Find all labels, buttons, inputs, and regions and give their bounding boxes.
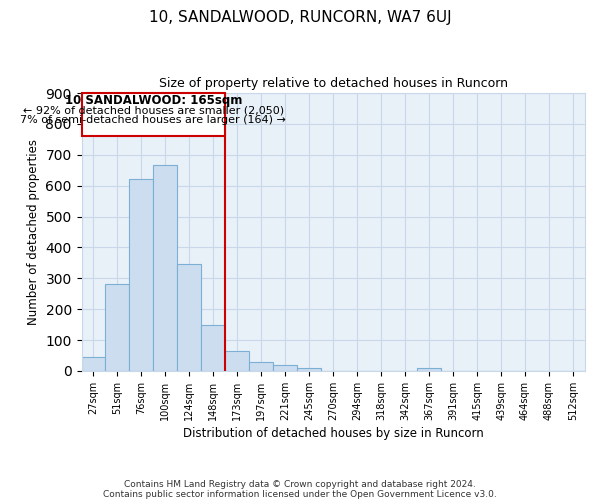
Title: Size of property relative to detached houses in Runcorn: Size of property relative to detached ho… [159,78,508,90]
Text: 10, SANDALWOOD, RUNCORN, WA7 6UJ: 10, SANDALWOOD, RUNCORN, WA7 6UJ [149,10,451,25]
Bar [274,366,297,371]
Bar [226,351,250,371]
Bar [130,179,154,371]
Bar [106,284,130,371]
Text: ← 92% of detached houses are smaller (2,050): ← 92% of detached houses are smaller (2,… [23,106,284,116]
Bar [250,362,274,371]
Text: Contains public sector information licensed under the Open Government Licence v3: Contains public sector information licen… [103,490,497,499]
Text: Contains HM Land Registry data © Crown copyright and database right 2024.: Contains HM Land Registry data © Crown c… [124,480,476,489]
X-axis label: Distribution of detached houses by size in Runcorn: Distribution of detached houses by size … [183,427,484,440]
Bar [178,264,202,371]
Text: 10 SANDALWOOD: 165sqm: 10 SANDALWOOD: 165sqm [65,94,242,107]
Bar [82,358,106,371]
Bar [154,164,178,371]
Bar [417,368,441,371]
Bar [297,368,321,371]
Y-axis label: Number of detached properties: Number of detached properties [27,139,40,325]
FancyBboxPatch shape [82,93,226,136]
Text: 7% of semi-detached houses are larger (164) →: 7% of semi-detached houses are larger (1… [20,115,286,125]
Bar [202,326,226,371]
